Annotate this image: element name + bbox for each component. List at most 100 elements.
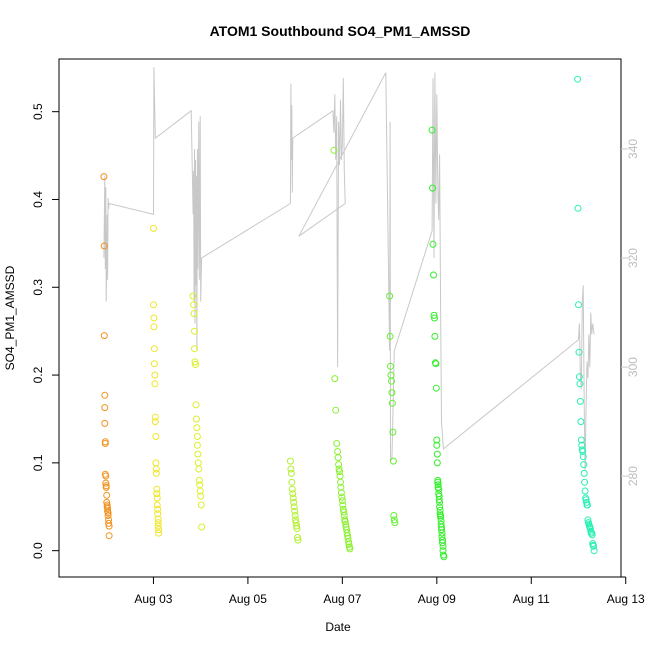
- data-point: [151, 380, 159, 388]
- data-point: [104, 512, 112, 519]
- x-tick-label: Aug 13: [607, 592, 645, 606]
- data-point: [195, 465, 203, 473]
- data-point: [584, 516, 592, 524]
- data-point: [588, 531, 596, 539]
- data-point: [436, 506, 444, 514]
- data-point: [576, 380, 584, 388]
- data-point: [391, 519, 399, 527]
- data-point: [335, 465, 343, 473]
- data-point: [289, 490, 297, 498]
- data-point: [580, 461, 588, 469]
- y-tick-label: 0.4: [31, 191, 45, 208]
- data-point: [337, 478, 344, 486]
- data-point: [154, 522, 162, 530]
- data-point: [287, 465, 295, 473]
- data-point: [576, 397, 584, 405]
- data-point: [154, 505, 162, 513]
- data-point: [575, 348, 583, 356]
- data-point: [101, 391, 109, 399]
- data-point: [332, 406, 340, 414]
- data-point: [152, 459, 160, 467]
- data-point: [390, 512, 398, 519]
- data-point: [152, 465, 160, 473]
- data-point: [287, 469, 295, 477]
- data-point: [102, 472, 110, 480]
- data-point: [430, 271, 437, 279]
- data-point: [193, 441, 201, 449]
- data-point: [586, 525, 594, 533]
- data-point: [294, 536, 302, 544]
- data-point: [151, 418, 159, 426]
- data-point: [190, 310, 198, 318]
- data-point: [192, 361, 199, 368]
- data-point: [150, 345, 158, 353]
- data-point: [150, 314, 158, 322]
- data-point: [100, 173, 108, 181]
- secondary-trace-line: [103, 67, 595, 471]
- data-point: [150, 323, 158, 331]
- y-tick-label: 0.0: [31, 542, 45, 559]
- data-point: [291, 512, 299, 519]
- data-point: [574, 75, 582, 83]
- data-point: [104, 509, 112, 517]
- y2-tick-label: 320: [626, 248, 640, 268]
- data-point: [198, 523, 206, 531]
- data-point: [431, 332, 439, 340]
- data-point: [387, 362, 394, 370]
- data-point: [102, 479, 110, 487]
- data-point: [105, 522, 113, 530]
- data-point: [192, 401, 200, 409]
- data-point: [197, 492, 205, 500]
- data-point: [432, 360, 440, 368]
- data-point: [590, 542, 598, 550]
- data-point: [430, 311, 438, 319]
- data-point: [290, 503, 298, 511]
- data-point: [388, 389, 396, 397]
- data-point: [191, 327, 198, 335]
- data-point: [191, 345, 198, 353]
- data-point: [581, 487, 589, 495]
- data-point: [288, 485, 296, 493]
- data-point: [438, 529, 446, 537]
- data-point: [389, 428, 397, 436]
- data-point: [577, 436, 585, 444]
- data-point: [196, 487, 204, 495]
- data-point: [429, 184, 437, 192]
- data-point: [153, 490, 161, 498]
- data-point: [435, 496, 443, 504]
- data-point: [191, 358, 199, 366]
- data-point: [197, 501, 205, 509]
- data-point: [330, 146, 338, 154]
- data-point: [579, 453, 587, 461]
- data-point: [293, 525, 301, 533]
- data-point: [389, 457, 397, 465]
- x-tick-label: Aug 11: [513, 592, 550, 606]
- data-point: [192, 415, 200, 423]
- data-point: [340, 508, 348, 516]
- data-point: [345, 541, 353, 548]
- data-point: [437, 520, 445, 528]
- x-tick-label: Aug 03: [134, 592, 172, 606]
- data-point: [195, 476, 203, 484]
- data-point: [386, 332, 394, 340]
- data-point: [101, 419, 109, 427]
- data-point: [575, 301, 582, 309]
- data-point: [196, 481, 204, 489]
- data-point: [439, 539, 446, 547]
- data-point: [334, 454, 342, 462]
- data-point: [334, 448, 342, 455]
- data-point: [290, 498, 298, 506]
- data-point: [338, 493, 346, 501]
- y-tick-label: 0.3: [31, 279, 45, 296]
- data-point: [390, 516, 398, 524]
- data-point: [335, 461, 343, 469]
- data-point: [584, 501, 591, 509]
- data-point: [193, 433, 201, 440]
- secondary-line-group: [103, 67, 595, 471]
- data-point: [331, 375, 339, 383]
- data-point: [337, 489, 345, 497]
- x-tick-label: Aug 07: [323, 592, 361, 606]
- data-point: [433, 450, 441, 458]
- x-axis-label: Date: [325, 620, 351, 634]
